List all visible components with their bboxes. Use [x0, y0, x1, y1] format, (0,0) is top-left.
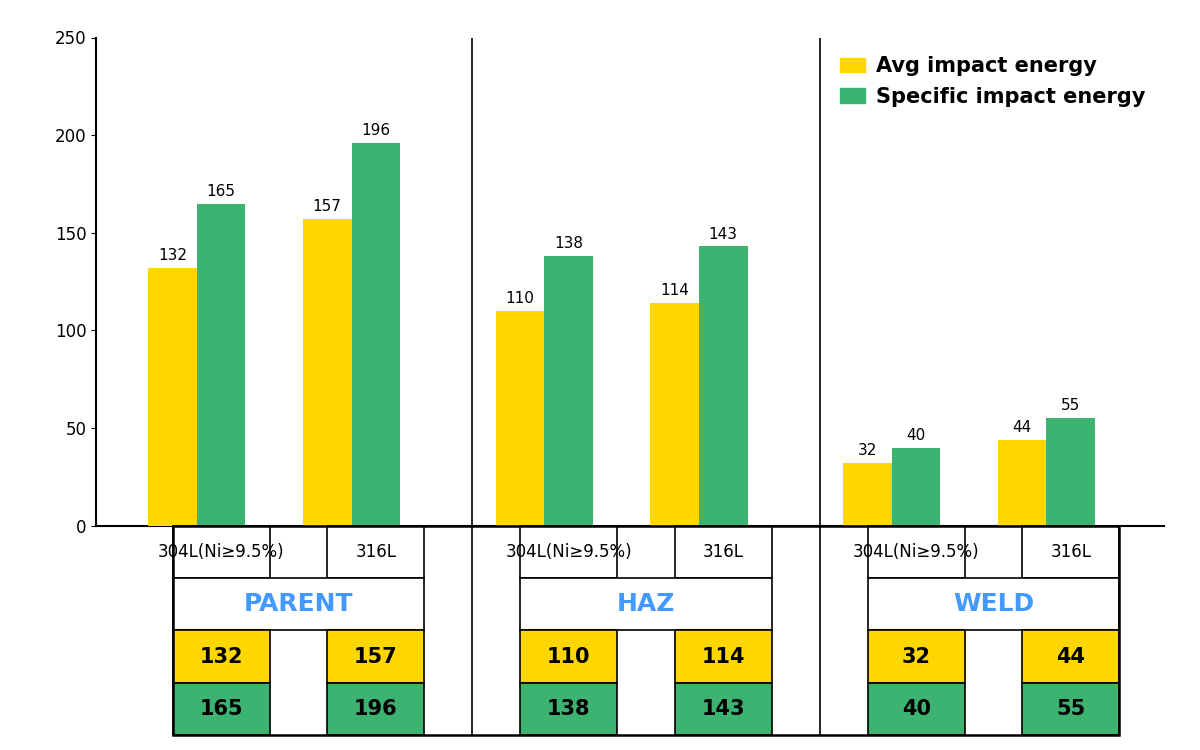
Text: 132: 132	[158, 248, 187, 263]
Text: 138: 138	[554, 236, 583, 251]
Text: 196: 196	[361, 123, 390, 138]
Text: 304L(Ni≥9.5%): 304L(Ni≥9.5%)	[505, 543, 632, 561]
Text: 304L(Ni≥9.5%): 304L(Ni≥9.5%)	[158, 543, 284, 561]
Text: 40: 40	[906, 427, 925, 442]
Bar	[674, 526, 772, 578]
Text: 114: 114	[702, 646, 745, 667]
Bar	[674, 630, 772, 682]
Bar	[352, 143, 400, 526]
Text: 304L(Ni≥9.5%): 304L(Ni≥9.5%)	[853, 543, 979, 561]
Text: 55: 55	[1061, 398, 1080, 413]
Bar	[328, 682, 425, 735]
Text: 196: 196	[354, 699, 397, 718]
Bar	[520, 682, 617, 735]
Bar	[520, 630, 617, 682]
Text: 316L: 316L	[703, 543, 744, 561]
Text: 316L: 316L	[1050, 543, 1091, 561]
Bar	[868, 578, 1120, 630]
Bar	[328, 526, 425, 578]
Text: 157: 157	[313, 200, 342, 214]
Bar	[173, 526, 270, 578]
Bar	[302, 219, 352, 526]
Bar	[698, 247, 748, 526]
Bar	[892, 448, 941, 526]
Bar	[173, 630, 270, 682]
Bar	[1022, 630, 1120, 682]
Bar	[1022, 526, 1120, 578]
Bar	[520, 526, 617, 578]
Bar	[674, 682, 772, 735]
Bar	[496, 311, 545, 526]
Text: 157: 157	[354, 646, 397, 667]
Bar	[328, 630, 425, 682]
Bar	[173, 526, 1120, 735]
Text: 40: 40	[901, 699, 931, 718]
Bar	[173, 578, 425, 630]
Bar	[197, 203, 246, 526]
Text: 143: 143	[709, 226, 738, 242]
Text: 316L: 316L	[355, 543, 396, 561]
Bar	[1046, 419, 1096, 526]
Bar	[868, 526, 965, 578]
Bar	[520, 578, 772, 630]
Text: 44: 44	[1013, 420, 1032, 435]
Text: 138: 138	[547, 699, 590, 718]
Bar	[1022, 682, 1120, 735]
Text: WELD: WELD	[953, 592, 1034, 616]
Text: 143: 143	[702, 699, 745, 718]
Text: 114: 114	[660, 284, 689, 298]
Text: 132: 132	[199, 646, 242, 667]
Bar	[844, 464, 892, 526]
Bar	[868, 682, 965, 735]
Text: 44: 44	[1056, 646, 1085, 667]
Text: 32: 32	[901, 646, 931, 667]
Bar	[650, 303, 698, 526]
Text: HAZ: HAZ	[617, 592, 676, 616]
Bar	[173, 682, 270, 735]
Bar	[868, 630, 965, 682]
Text: 165: 165	[206, 184, 235, 199]
Text: 110: 110	[505, 291, 534, 306]
Text: PARENT: PARENT	[244, 592, 353, 616]
Text: 32: 32	[858, 443, 877, 458]
Legend: Avg impact energy, Specific impact energy: Avg impact energy, Specific impact energ…	[832, 48, 1153, 115]
Text: 55: 55	[1056, 699, 1085, 718]
Bar	[149, 268, 197, 526]
Bar	[545, 256, 593, 526]
Text: 165: 165	[199, 699, 244, 718]
Text: 110: 110	[547, 646, 590, 667]
Bar	[998, 440, 1046, 526]
